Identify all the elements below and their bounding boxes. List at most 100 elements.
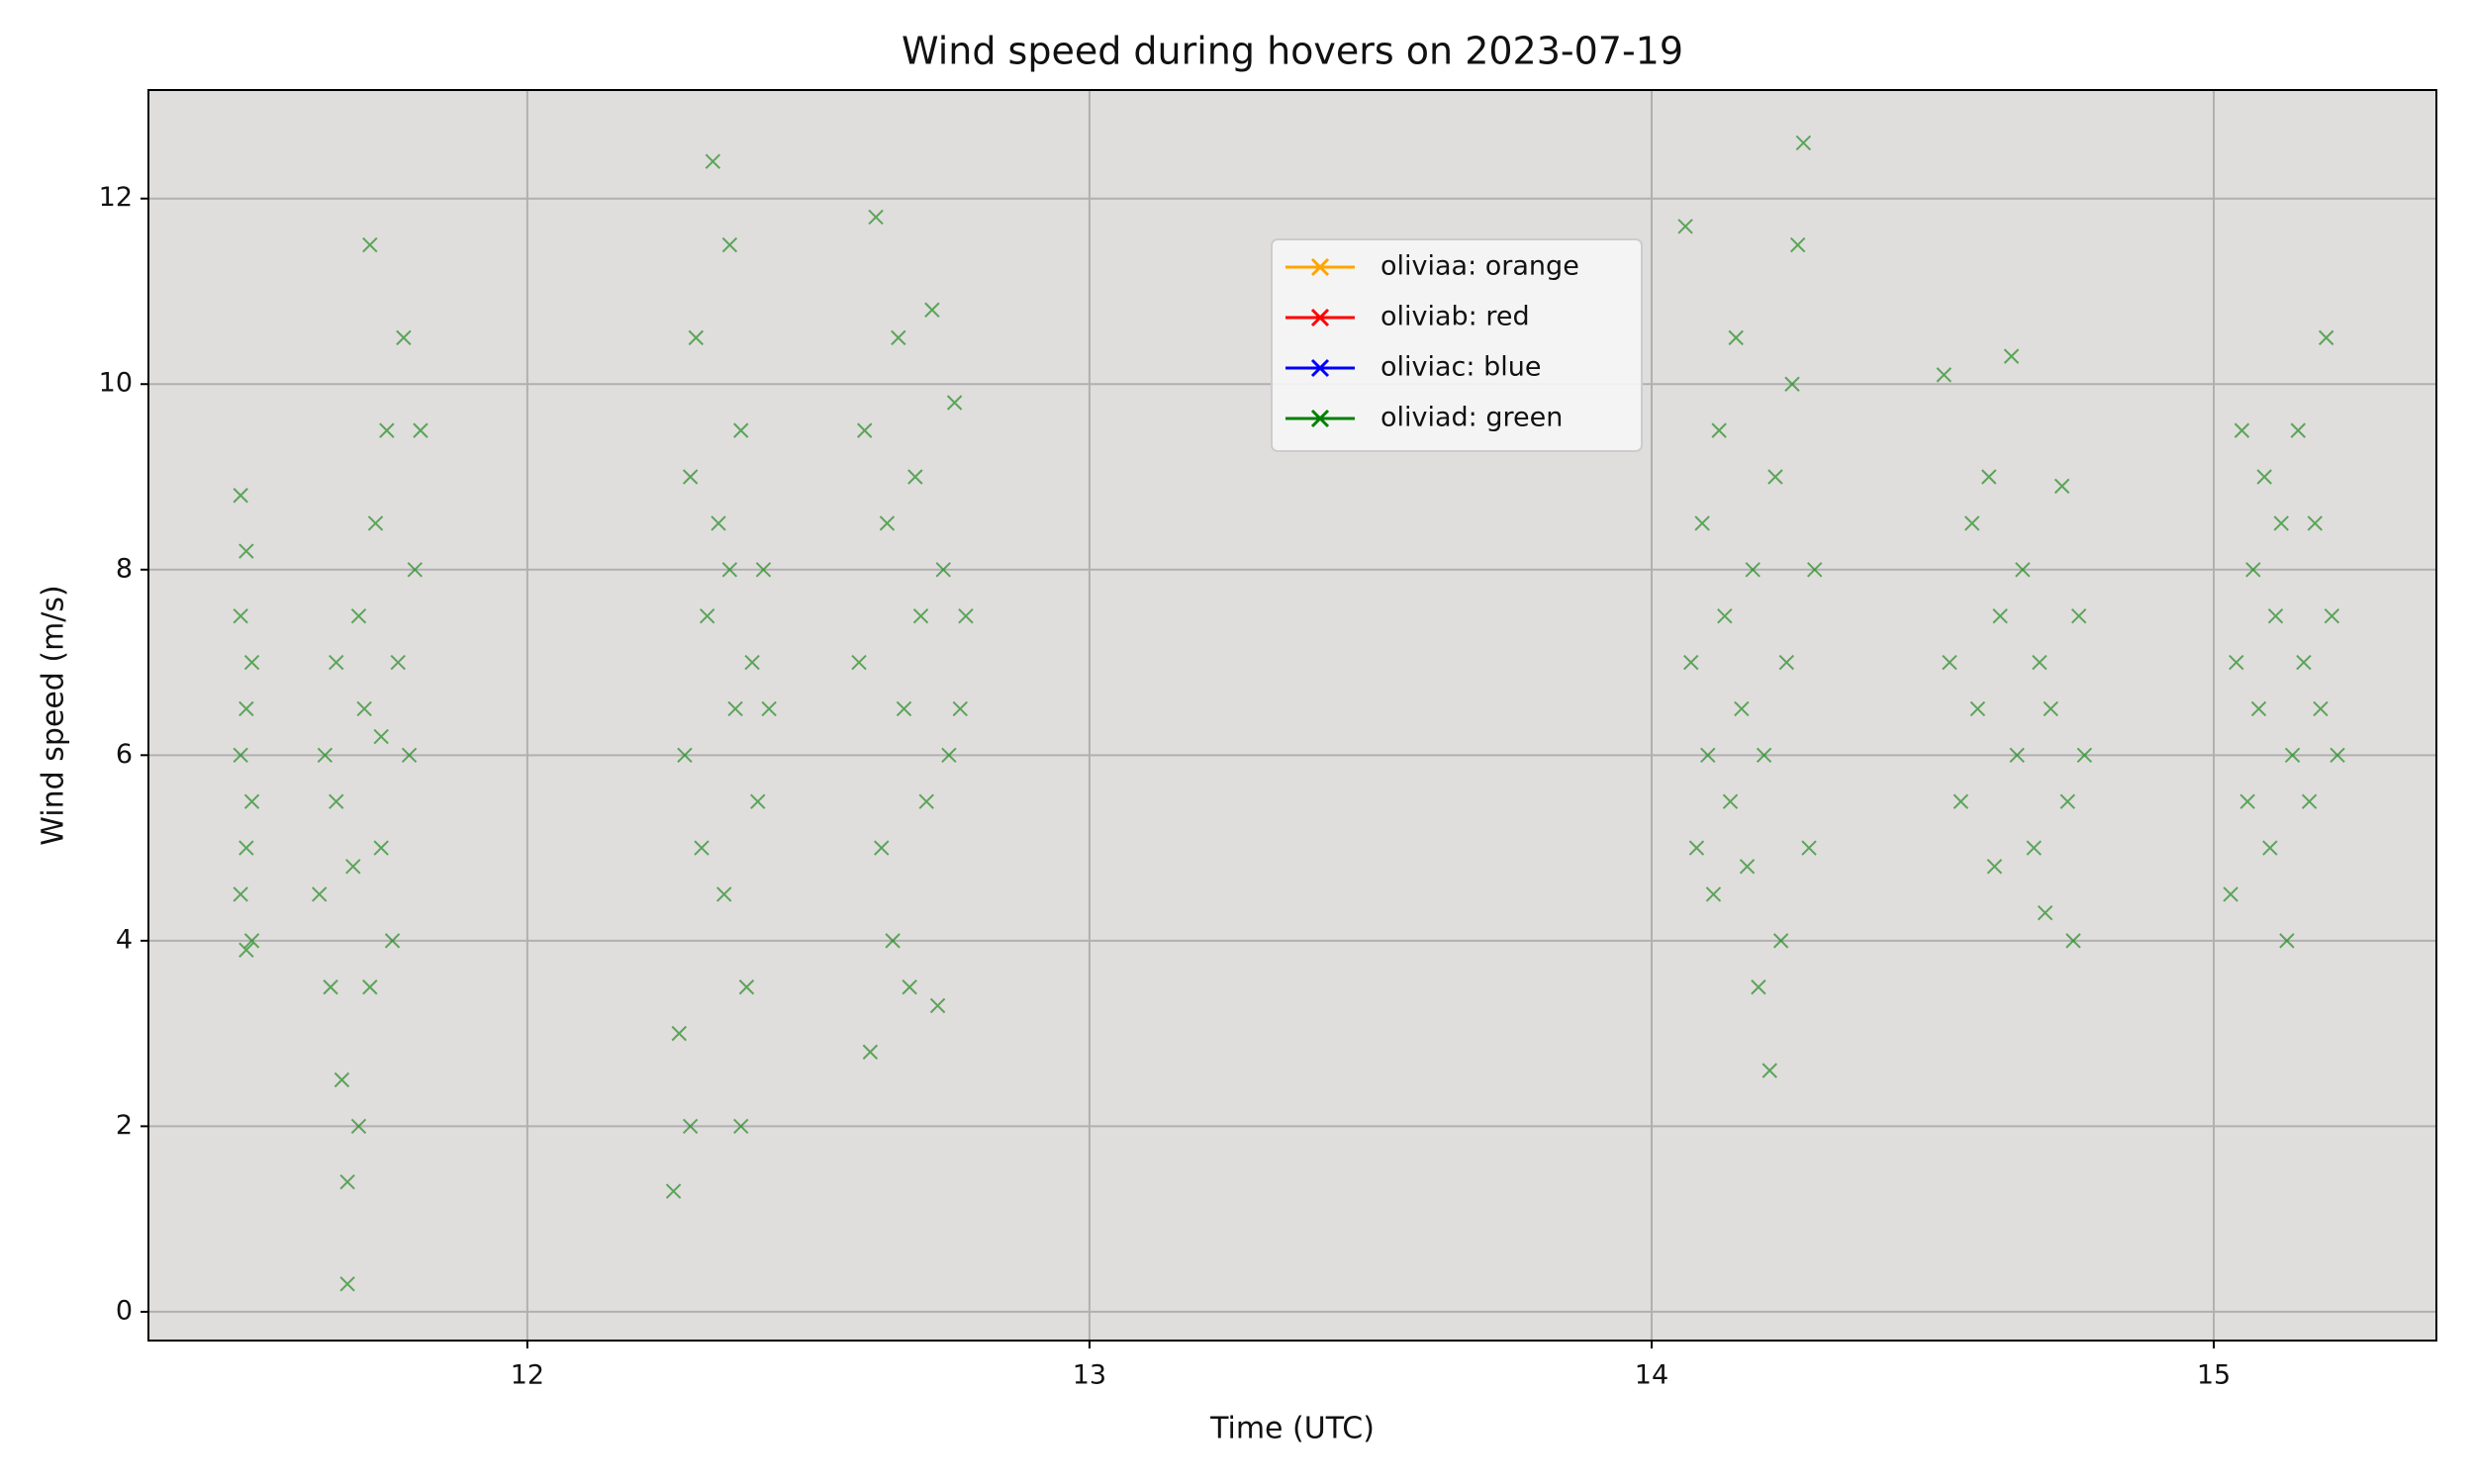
point [2267,607,2284,624]
legend-label: oliviac: blue [1380,352,1541,383]
point [1722,793,1739,809]
point [941,747,957,764]
point [339,1173,355,1190]
point [1778,654,1795,671]
point [1969,700,1986,717]
point [862,1044,879,1061]
point [407,562,423,578]
point [2318,329,2334,346]
point [362,236,378,253]
x-tick-label: 15 [2197,1360,2231,1391]
point [238,840,254,856]
point [238,543,254,559]
point [1677,219,1693,234]
point [2262,840,2278,856]
point [958,607,974,624]
point [2290,422,2306,438]
point [373,728,389,745]
point [711,515,726,531]
point [1734,700,1750,717]
point [362,979,378,995]
point [733,1118,749,1135]
point [1717,607,1733,624]
point [912,607,929,624]
point [2071,607,2087,624]
point [874,840,890,856]
point [2250,700,2267,717]
y-tick-label: 2 [116,1110,133,1141]
point [1784,376,1800,392]
point [233,488,248,504]
point [238,700,254,717]
plot-frame [147,89,2437,1342]
point [2065,933,2081,949]
point [2009,747,2025,764]
point [682,469,699,485]
y-tick-label: 12 [99,182,133,213]
x-axis-label: Time (UTC) [1209,1412,1375,1446]
y-axis-label: Wind speed (m/s) [37,585,71,845]
point [2279,933,2295,949]
point [333,1071,350,1088]
point [2273,515,2289,531]
point [367,515,384,531]
legend-marker [1310,358,1330,378]
point [694,840,710,856]
y-tick-label: 8 [116,553,133,584]
point [2003,348,2020,364]
point [238,942,254,958]
point [2256,469,2272,485]
point [1795,135,1812,151]
point [682,1118,699,1135]
point [2234,422,2250,438]
point [2037,905,2053,921]
point [721,562,738,578]
legend-label: oliviaa: orange [1380,251,1579,282]
point [2296,654,2312,671]
point [677,747,693,764]
point [744,654,760,671]
y-tick-label: 6 [116,739,133,770]
legend-box [1271,238,1643,452]
point [851,654,867,671]
point [373,840,389,856]
point [721,236,738,253]
legend-marker [1310,308,1330,327]
point [1807,562,1823,578]
point [329,793,344,809]
point [1772,933,1789,949]
point [750,793,766,809]
point [946,395,963,411]
point [902,979,917,995]
x-tick-label: 13 [1073,1360,1106,1391]
legend-label: oliviab: red [1380,302,1530,332]
y-tick-label: 0 [116,1295,133,1326]
point [1986,859,2003,875]
point [952,700,968,717]
point [907,469,923,485]
point [233,747,248,764]
point [1745,562,1760,578]
point [1801,840,1817,856]
point [715,886,732,902]
point [233,607,248,624]
x-tick-label: 14 [1635,1360,1668,1391]
point [413,422,428,438]
point [1761,1063,1777,1078]
point [1694,515,1710,531]
point [2059,793,2076,809]
point [311,886,328,902]
point [2284,747,2301,764]
point [935,562,951,578]
point [1767,469,1783,485]
point [243,654,260,671]
point [356,700,372,717]
point [733,422,749,438]
point [924,302,940,318]
point [1942,654,1957,671]
point [2015,562,2031,578]
point [727,700,743,717]
point [699,607,715,624]
point [761,700,777,717]
